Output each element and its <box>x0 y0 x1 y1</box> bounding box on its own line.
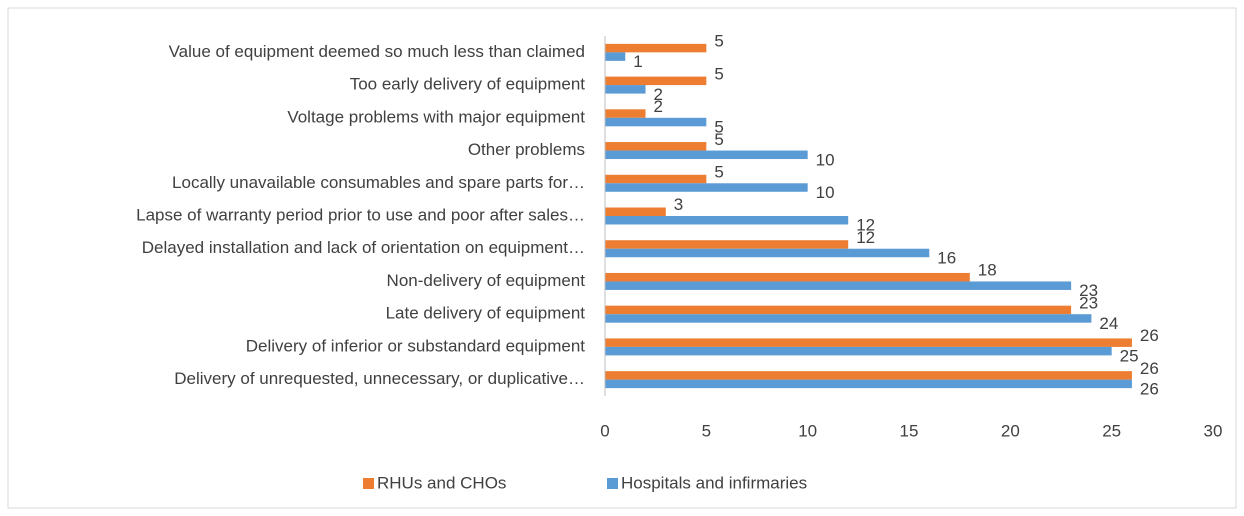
data-label: 23 <box>1079 293 1098 312</box>
data-label: 5 <box>714 32 723 51</box>
x-tick-label: 25 <box>1102 421 1121 440</box>
data-label: 24 <box>1099 314 1118 333</box>
y-tick-label: Value of equipment deemed so much less t… <box>169 42 585 61</box>
legend-swatch <box>363 478 374 489</box>
data-label: 5 <box>714 130 723 149</box>
y-tick-label: Delivery of inferior or substandard equi… <box>246 336 586 355</box>
bar <box>605 216 849 225</box>
bar <box>605 305 1072 315</box>
legend-label: Hospitals and infirmaries <box>621 473 807 492</box>
data-label: 10 <box>816 150 835 169</box>
x-tick-label: 20 <box>1001 421 1020 440</box>
bar <box>605 346 1112 356</box>
bar <box>605 76 707 86</box>
bar <box>605 314 1092 323</box>
data-label: 5 <box>714 163 723 182</box>
bar <box>605 281 1072 290</box>
bar <box>605 142 707 151</box>
data-label: 1 <box>633 52 642 71</box>
y-tick-label: Other problems <box>468 140 585 159</box>
y-tick-label: Locally unavailable consumables and spar… <box>172 173 585 192</box>
bar <box>605 174 707 184</box>
bar <box>605 338 1132 347</box>
data-label: 23 <box>1079 281 1098 300</box>
y-tick-label: Non-delivery of equipment <box>387 271 586 290</box>
bar <box>605 272 970 282</box>
y-tick-label: Delayed installation and lack of orienta… <box>142 238 585 257</box>
data-label: 18 <box>978 261 997 280</box>
bar <box>605 109 646 118</box>
bar <box>605 52 626 61</box>
x-tick-label: 10 <box>798 421 817 440</box>
bar <box>605 248 930 258</box>
x-tick-label: 5 <box>702 421 711 440</box>
y-tick-label: Delivery of unrequested, unnecessary, or… <box>174 369 585 388</box>
x-tick-label: 15 <box>900 421 919 440</box>
x-tick-label: 0 <box>600 421 609 440</box>
x-tick-label: 30 <box>1204 421 1223 440</box>
data-label: 2 <box>654 85 663 104</box>
bar <box>605 379 1132 389</box>
bar <box>605 85 646 94</box>
data-label: 25 <box>1120 347 1139 366</box>
bar <box>605 117 707 127</box>
data-label: 26 <box>1140 326 1159 345</box>
data-label: 5 <box>714 118 723 137</box>
data-label: 26 <box>1140 379 1159 398</box>
bar <box>605 371 1132 380</box>
bar <box>605 183 808 192</box>
y-tick-label: Too early delivery of equipment <box>350 75 586 94</box>
bar <box>605 43 707 53</box>
legend-label: RHUs and CHOs <box>377 473 506 492</box>
legend-swatch <box>607 478 618 489</box>
data-label: 12 <box>856 216 875 235</box>
data-label: 10 <box>816 183 835 202</box>
bar <box>605 207 666 216</box>
data-label: 16 <box>937 248 956 267</box>
data-label: 5 <box>714 64 723 83</box>
bar <box>605 150 808 160</box>
y-tick-label: Lapse of warranty period prior to use an… <box>136 205 585 224</box>
data-label: 2 <box>654 97 663 116</box>
data-label: 12 <box>856 228 875 247</box>
bar <box>605 240 849 249</box>
data-label: 3 <box>674 195 683 214</box>
y-tick-label: Late delivery of equipment <box>386 304 586 323</box>
data-label: 26 <box>1140 359 1159 378</box>
y-tick-label: Voltage problems with major equipment <box>287 107 585 126</box>
